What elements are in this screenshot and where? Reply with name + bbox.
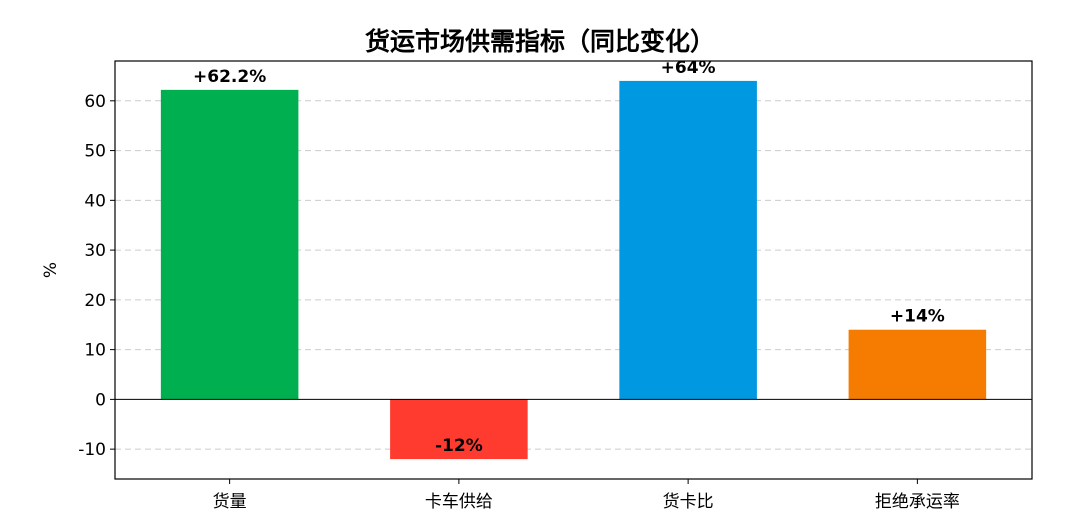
value-label: +64% bbox=[661, 58, 716, 78]
y-tick-label: 30 bbox=[84, 241, 106, 261]
y-tick-label: 50 bbox=[84, 142, 106, 162]
y-tick-label: 0 bbox=[95, 390, 106, 410]
y-tick-label: 20 bbox=[84, 291, 106, 311]
value-label: -12% bbox=[435, 436, 483, 456]
value-labels: +62.2% -12% +64% +14% bbox=[193, 58, 945, 456]
bar bbox=[619, 80, 757, 400]
bar bbox=[848, 329, 987, 400]
y-tick-label: 40 bbox=[84, 191, 106, 211]
bars bbox=[160, 80, 987, 460]
y-axis-label: % bbox=[41, 262, 61, 278]
value-label: +14% bbox=[890, 307, 945, 327]
axes: 货量 卡车供给 货卡比 拒绝承运率 -10 0 10 20 30 40 50 60% bbox=[41, 60, 1033, 512]
x-tick-label: 货卡比 bbox=[663, 492, 714, 512]
chart-title: 货运市场供需指标（同比变化） bbox=[364, 27, 715, 56]
bar bbox=[390, 399, 528, 460]
value-label: +62.2% bbox=[193, 67, 266, 87]
x-tick-label: 货量 bbox=[213, 492, 247, 512]
plot-frame bbox=[114, 60, 1033, 480]
y-tick-label: 60 bbox=[84, 92, 106, 112]
x-tick-label: 拒绝承运率 bbox=[875, 492, 960, 512]
y-tick-label: -10 bbox=[78, 440, 106, 460]
y-tick-label: 10 bbox=[84, 341, 106, 361]
x-tick-label: 卡车供给 bbox=[425, 492, 493, 512]
bar bbox=[160, 89, 299, 400]
